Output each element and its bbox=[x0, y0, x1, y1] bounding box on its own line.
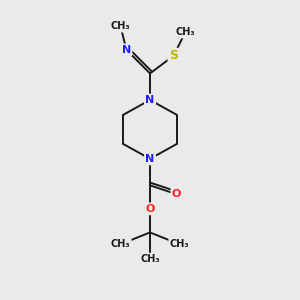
Text: N: N bbox=[146, 154, 154, 164]
Text: CH₃: CH₃ bbox=[169, 239, 189, 249]
Text: S: S bbox=[169, 49, 178, 62]
Text: O: O bbox=[145, 204, 155, 214]
Text: N: N bbox=[122, 45, 131, 55]
Text: CH₃: CH₃ bbox=[111, 239, 130, 249]
Text: CH₃: CH₃ bbox=[140, 254, 160, 264]
Text: O: O bbox=[172, 189, 181, 199]
Text: N: N bbox=[146, 95, 154, 105]
Text: CH₃: CH₃ bbox=[176, 27, 195, 37]
Text: CH₃: CH₃ bbox=[111, 21, 130, 31]
